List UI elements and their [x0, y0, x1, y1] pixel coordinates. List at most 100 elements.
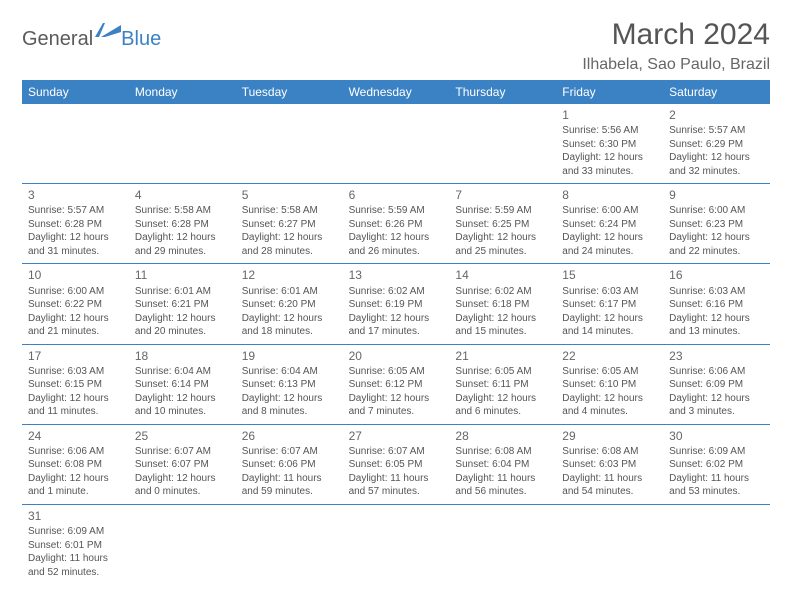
sunset-line: Sunset: 6:13 PM [242, 378, 337, 392]
sunset-line: Sunset: 6:03 PM [562, 458, 657, 472]
sunset-line: Sunset: 6:29 PM [669, 138, 764, 152]
sunrise-line: Sunrise: 6:06 AM [669, 365, 764, 379]
sunrise-line: Sunrise: 5:57 AM [669, 124, 764, 138]
sunrise-line: Sunrise: 5:58 AM [242, 204, 337, 218]
day-cell: 26Sunrise: 6:07 AMSunset: 6:06 PMDayligh… [236, 425, 343, 504]
sunrise-line: Sunrise: 6:08 AM [455, 445, 550, 459]
day-cell: 12Sunrise: 6:01 AMSunset: 6:20 PMDayligh… [236, 264, 343, 343]
daylight-line: Daylight: 12 hours and 14 minutes. [562, 312, 657, 339]
weekday-header: Monday [129, 80, 236, 104]
sunset-line: Sunset: 6:06 PM [242, 458, 337, 472]
sunrise-line: Sunrise: 5:56 AM [562, 124, 657, 138]
weekday-header: Tuesday [236, 80, 343, 104]
day-cell: 27Sunrise: 6:07 AMSunset: 6:05 PMDayligh… [343, 425, 450, 504]
daylight-line: Daylight: 12 hours and 21 minutes. [28, 312, 123, 339]
day-number: 9 [669, 187, 764, 203]
sunset-line: Sunset: 6:04 PM [455, 458, 550, 472]
sunrise-line: Sunrise: 6:05 AM [455, 365, 550, 379]
calendar-week: 31Sunrise: 6:09 AMSunset: 6:01 PMDayligh… [22, 505, 770, 584]
sunrise-line: Sunrise: 6:05 AM [562, 365, 657, 379]
sunset-line: Sunset: 6:02 PM [669, 458, 764, 472]
day-number: 27 [349, 428, 444, 444]
day-number: 31 [28, 508, 123, 524]
day-cell: 29Sunrise: 6:08 AMSunset: 6:03 PMDayligh… [556, 425, 663, 504]
day-cell-empty [343, 505, 450, 584]
daylight-line: Daylight: 12 hours and 33 minutes. [562, 151, 657, 178]
weekday-header: Wednesday [343, 80, 450, 104]
day-number: 15 [562, 267, 657, 283]
sunrise-line: Sunrise: 6:09 AM [28, 525, 123, 539]
day-number: 20 [349, 348, 444, 364]
location: Ilhabela, Sao Paulo, Brazil [582, 56, 770, 74]
logo-word-1: General [22, 28, 93, 51]
day-cell-empty [129, 104, 236, 183]
day-cell-empty [236, 505, 343, 584]
weekday-header: Sunday [22, 80, 129, 104]
day-cell-empty [22, 104, 129, 183]
day-cell: 21Sunrise: 6:05 AMSunset: 6:11 PMDayligh… [449, 345, 556, 424]
day-cell: 19Sunrise: 6:04 AMSunset: 6:13 PMDayligh… [236, 345, 343, 424]
day-cell: 7Sunrise: 5:59 AMSunset: 6:25 PMDaylight… [449, 184, 556, 263]
day-cell: 18Sunrise: 6:04 AMSunset: 6:14 PMDayligh… [129, 345, 236, 424]
daylight-line: Daylight: 12 hours and 0 minutes. [135, 472, 230, 499]
weekday-header: Friday [556, 80, 663, 104]
sunset-line: Sunset: 6:25 PM [455, 218, 550, 232]
day-number: 16 [669, 267, 764, 283]
sunset-line: Sunset: 6:23 PM [669, 218, 764, 232]
sunset-line: Sunset: 6:20 PM [242, 298, 337, 312]
sunset-line: Sunset: 6:12 PM [349, 378, 444, 392]
sunrise-line: Sunrise: 6:03 AM [562, 285, 657, 299]
day-number: 10 [28, 267, 123, 283]
daylight-line: Daylight: 12 hours and 22 minutes. [669, 231, 764, 258]
daylight-line: Daylight: 12 hours and 18 minutes. [242, 312, 337, 339]
calendar-week: 24Sunrise: 6:06 AMSunset: 6:08 PMDayligh… [22, 425, 770, 505]
daylight-line: Daylight: 12 hours and 17 minutes. [349, 312, 444, 339]
daylight-line: Daylight: 12 hours and 31 minutes. [28, 231, 123, 258]
day-number: 30 [669, 428, 764, 444]
day-number: 11 [135, 267, 230, 283]
day-number: 29 [562, 428, 657, 444]
page-title: March 2024 [582, 18, 770, 52]
sunrise-line: Sunrise: 6:06 AM [28, 445, 123, 459]
sunrise-line: Sunrise: 6:04 AM [242, 365, 337, 379]
day-cell: 15Sunrise: 6:03 AMSunset: 6:17 PMDayligh… [556, 264, 663, 343]
daylight-line: Daylight: 12 hours and 24 minutes. [562, 231, 657, 258]
day-cell: 25Sunrise: 6:07 AMSunset: 6:07 PMDayligh… [129, 425, 236, 504]
day-number: 22 [562, 348, 657, 364]
weekday-header: Saturday [663, 80, 770, 104]
day-number: 7 [455, 187, 550, 203]
sunrise-line: Sunrise: 5:57 AM [28, 204, 123, 218]
daylight-line: Daylight: 11 hours and 52 minutes. [28, 552, 123, 579]
sunset-line: Sunset: 6:22 PM [28, 298, 123, 312]
sunrise-line: Sunrise: 6:01 AM [135, 285, 230, 299]
calendar-body: 1Sunrise: 5:56 AMSunset: 6:30 PMDaylight… [22, 104, 770, 584]
calendar-week: 10Sunrise: 6:00 AMSunset: 6:22 PMDayligh… [22, 264, 770, 344]
day-cell: 14Sunrise: 6:02 AMSunset: 6:18 PMDayligh… [449, 264, 556, 343]
sunset-line: Sunset: 6:10 PM [562, 378, 657, 392]
sunset-line: Sunset: 6:18 PM [455, 298, 550, 312]
day-cell: 5Sunrise: 5:58 AMSunset: 6:27 PMDaylight… [236, 184, 343, 263]
weekday-header-row: SundayMondayTuesdayWednesdayThursdayFrid… [22, 80, 770, 104]
sunset-line: Sunset: 6:26 PM [349, 218, 444, 232]
sunset-line: Sunset: 6:27 PM [242, 218, 337, 232]
day-number: 13 [349, 267, 444, 283]
day-number: 25 [135, 428, 230, 444]
day-cell: 30Sunrise: 6:09 AMSunset: 6:02 PMDayligh… [663, 425, 770, 504]
daylight-line: Daylight: 12 hours and 11 minutes. [28, 392, 123, 419]
sunrise-line: Sunrise: 5:59 AM [349, 204, 444, 218]
day-number: 17 [28, 348, 123, 364]
sunset-line: Sunset: 6:21 PM [135, 298, 230, 312]
daylight-line: Daylight: 12 hours and 8 minutes. [242, 392, 337, 419]
day-number: 8 [562, 187, 657, 203]
day-cell: 2Sunrise: 5:57 AMSunset: 6:29 PMDaylight… [663, 104, 770, 183]
day-number: 6 [349, 187, 444, 203]
sunrise-line: Sunrise: 6:02 AM [349, 285, 444, 299]
daylight-line: Daylight: 12 hours and 13 minutes. [669, 312, 764, 339]
header: General Blue March 2024 Ilhabela, Sao Pa… [22, 18, 770, 74]
day-cell: 10Sunrise: 6:00 AMSunset: 6:22 PMDayligh… [22, 264, 129, 343]
day-number: 2 [669, 107, 764, 123]
sunrise-line: Sunrise: 6:08 AM [562, 445, 657, 459]
day-cell-empty [449, 505, 556, 584]
sunrise-line: Sunrise: 5:58 AM [135, 204, 230, 218]
daylight-line: Daylight: 12 hours and 28 minutes. [242, 231, 337, 258]
